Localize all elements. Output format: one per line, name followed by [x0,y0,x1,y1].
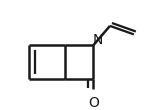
Text: O: O [88,96,99,110]
Text: N: N [92,33,103,47]
